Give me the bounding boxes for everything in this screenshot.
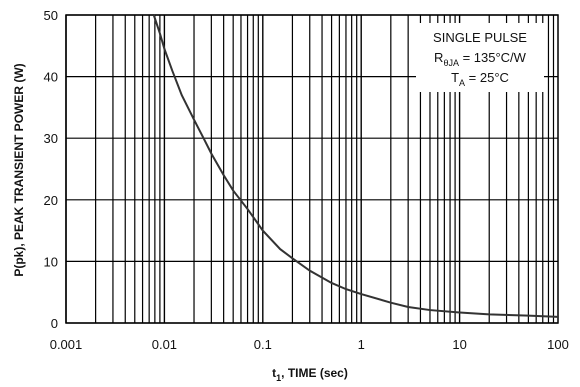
y-tick-label: 20 [44, 193, 58, 208]
annotation-box [416, 23, 544, 92]
plot-frame [65, 14, 559, 324]
single-pulse-annotation: SINGLE PULSE RθJA = 135°C/W TA = 25°C [416, 23, 544, 92]
x-axis-title: t1, TIME (sec) [272, 366, 348, 383]
power-curve-series [152, 14, 559, 318]
x-tick-label: 10 [452, 337, 466, 352]
y-tick-label: 0 [51, 316, 58, 331]
x-tick-label: 0.1 [254, 337, 272, 352]
x-tick-label: 0.001 [50, 337, 83, 352]
y-tick-labels: 0 10 20 30 40 50 [44, 8, 58, 331]
y-tick-label: 10 [44, 254, 58, 269]
x-tick-label: 100 [547, 337, 569, 352]
y-tick-label: 50 [44, 8, 58, 23]
y-tick-label: 40 [44, 70, 58, 85]
annotation-line-3: TA = 25°C [451, 70, 509, 88]
annotation-line-1: SINGLE PULSE [433, 30, 527, 45]
annotation-line-2: RθJA = 135°C/W [434, 50, 527, 68]
x-tick-labels: 0.001 0.01 0.1 1 10 100 [50, 337, 569, 352]
x-tick-label: 0.01 [152, 337, 177, 352]
y-axis-title: P(pk), PEAK TRANSIENT POWER (W) [12, 63, 26, 276]
y-tick-label: 30 [44, 131, 58, 146]
x-tick-label: 1 [358, 337, 365, 352]
